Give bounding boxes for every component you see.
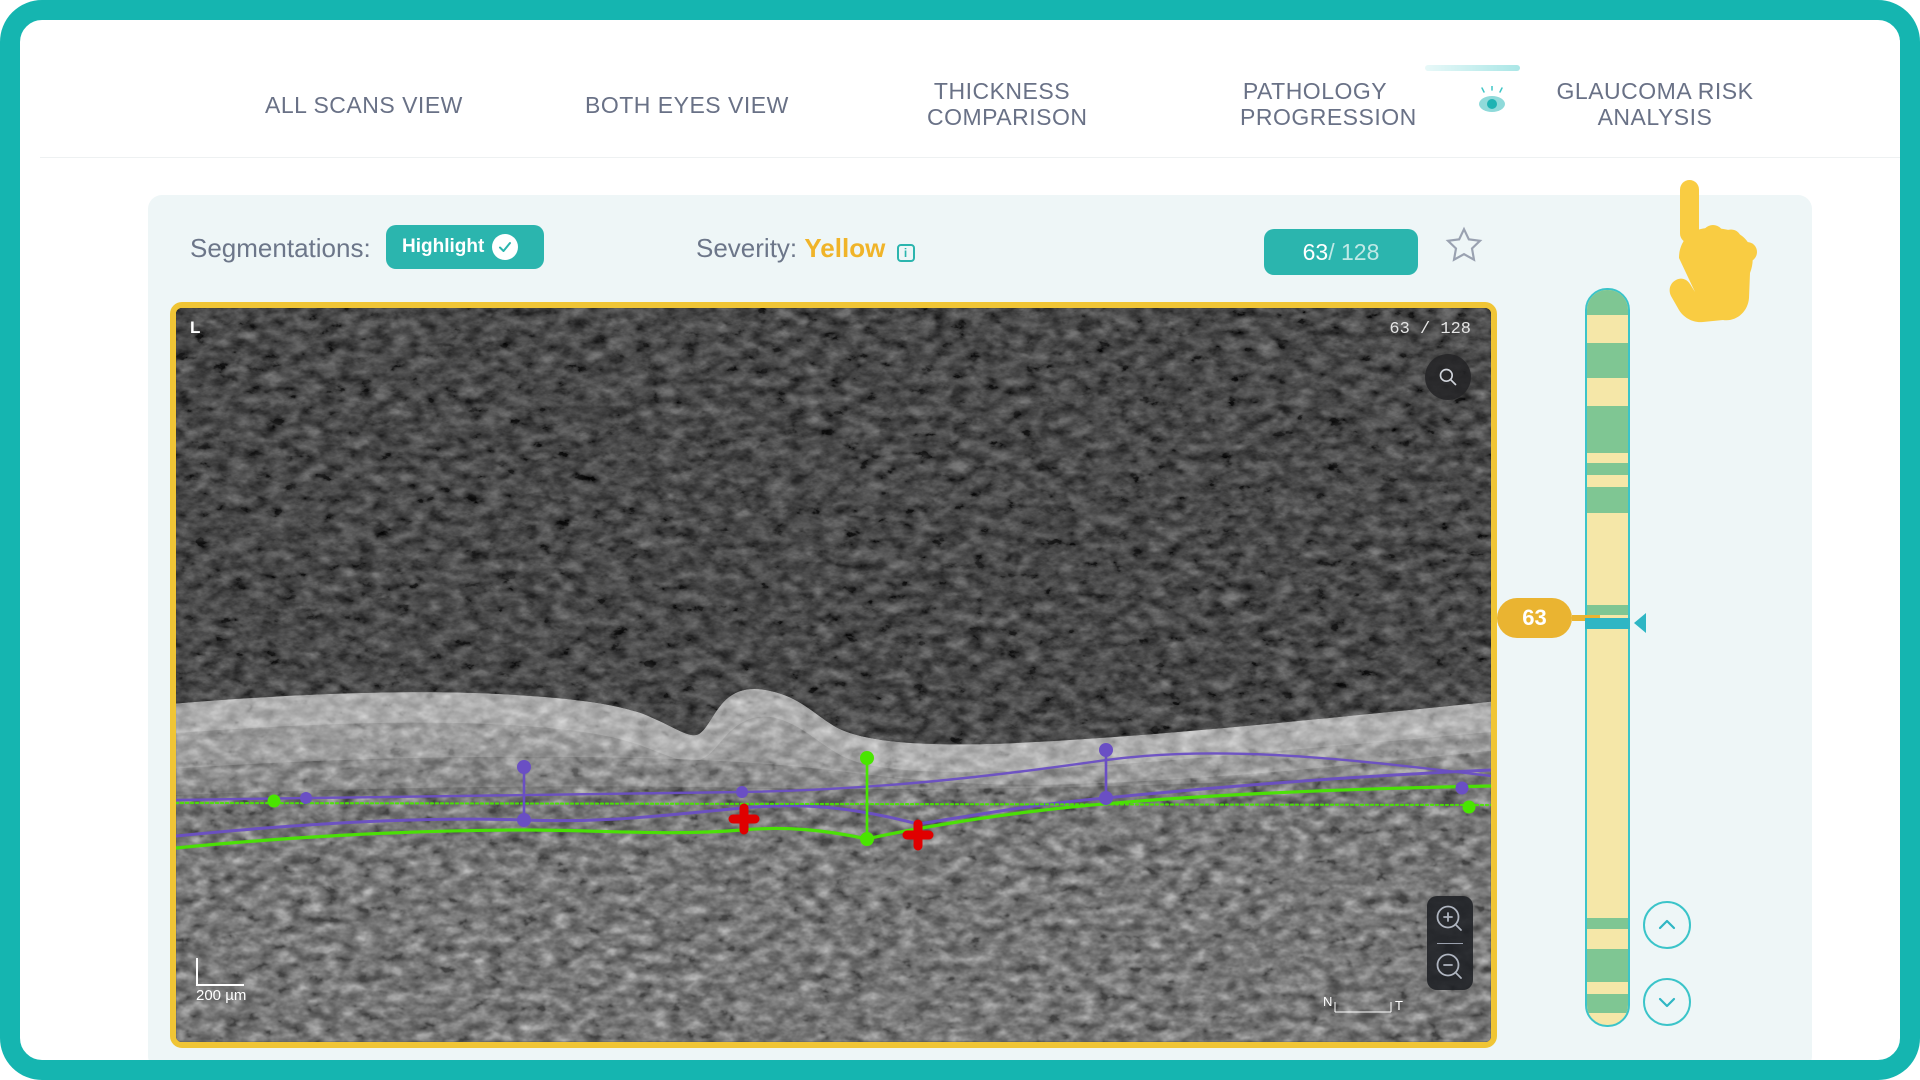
svg-text:N: N bbox=[1323, 994, 1332, 1009]
svg-text:T: T bbox=[1395, 998, 1403, 1013]
